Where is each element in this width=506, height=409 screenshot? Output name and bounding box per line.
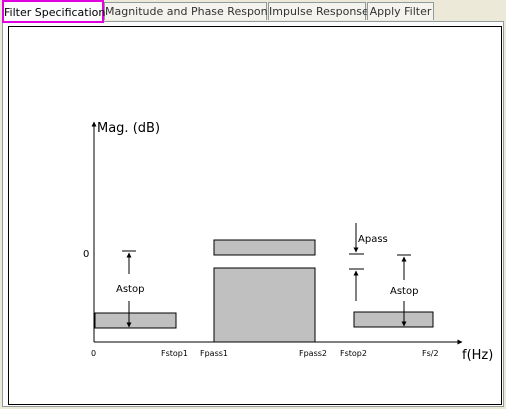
stopband-right bbox=[353, 311, 434, 328]
tab-impulse-response[interactable]: Impulse Response bbox=[268, 2, 369, 20]
apass-label: Apass bbox=[358, 234, 388, 245]
astop-left-label: Astop bbox=[116, 284, 144, 295]
tab-filter-specification[interactable]: Filter Specification bbox=[2, 0, 105, 23]
x-axis-label: f(Hz) bbox=[462, 348, 493, 363]
passband-lower bbox=[213, 267, 316, 343]
tab-magnitude-and-phase-response[interactable]: Magnitude and Phase Response bbox=[104, 2, 280, 20]
x-tick-fpass1: Fpass1 bbox=[200, 349, 228, 358]
passband-upper bbox=[213, 239, 316, 256]
x-tick-fstop2: Fstop2 bbox=[340, 349, 367, 358]
filter-spec-diagram: Mag. (dB) f(Hz) 0 Astop Apass Astop bbox=[8, 26, 502, 405]
zero-db-label: 0 bbox=[83, 249, 89, 260]
x-tick-fstop1: Fstop1 bbox=[161, 349, 188, 358]
filter-spec-svg: Mag. (dB) f(Hz) 0 Astop Apass Astop bbox=[83, 121, 493, 363]
tab-panel: Mag. (dB) f(Hz) 0 Astop Apass Astop bbox=[2, 21, 504, 407]
y-axis-label: Mag. (dB) bbox=[97, 121, 160, 136]
tab-apply-filter[interactable]: Apply Filter bbox=[367, 2, 434, 20]
x-tick-fs-half: Fs/2 bbox=[422, 349, 439, 358]
x-tick-fpass2: Fpass2 bbox=[299, 349, 327, 358]
astop-right-label: Astop bbox=[390, 286, 418, 297]
x-tick-zero: 0 bbox=[91, 349, 96, 358]
tab-bar: Filter Specification Magnitude and Phase… bbox=[0, 0, 506, 23]
stopband-left bbox=[94, 312, 177, 329]
